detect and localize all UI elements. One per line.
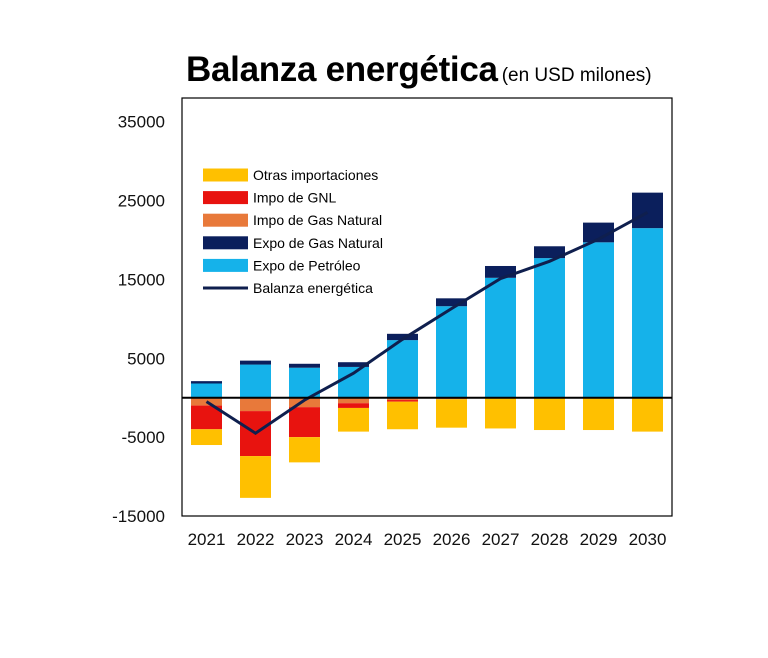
x-tick-label: 2026 <box>433 530 471 549</box>
legend-label: Impo de GNL <box>253 190 336 206</box>
bar-impo-de-gnl-2021 <box>191 405 222 430</box>
bar-otras-importaciones-2022 <box>240 456 271 498</box>
bar-expo-de-petr-leo-2029 <box>583 242 614 398</box>
bar-otras-importaciones-2028 <box>534 398 565 431</box>
x-tick-label: 2029 <box>580 530 618 549</box>
legend-swatch <box>203 236 248 250</box>
bar-expo-de-petr-leo-2027 <box>485 277 516 398</box>
bar-otras-importaciones-2026 <box>436 399 467 428</box>
bar-expo-de-petr-leo-2023 <box>289 367 320 398</box>
x-tick-label: 2022 <box>237 530 275 549</box>
x-tick-label: 2028 <box>531 530 569 549</box>
bar-expo-de-gas-natural-2028 <box>534 246 565 259</box>
bar-impo-de-gnl-2025 <box>387 400 418 402</box>
legend-swatch <box>203 191 248 205</box>
x-tick-label: 2024 <box>335 530 373 549</box>
bar-expo-de-petr-leo-2026 <box>436 306 467 398</box>
bar-expo-de-petr-leo-2022 <box>240 364 271 398</box>
bars-layer <box>191 192 663 498</box>
bar-expo-de-gas-natural-2025 <box>387 333 418 341</box>
bar-otras-importaciones-2025 <box>387 401 418 430</box>
bar-otras-importaciones-2023 <box>289 437 320 463</box>
chart-title-block: Balanza energética (en USD milones) <box>186 50 652 90</box>
y-tick-label: -5000 <box>122 428 165 447</box>
bar-expo-de-gas-natural-2021 <box>191 381 222 384</box>
legend-label: Expo de Gas Natural <box>253 235 383 251</box>
x-tick-label: 2023 <box>286 530 324 549</box>
y-axis-ticks: 35000 25000 15000 5000 -5000 -15000 <box>112 113 165 526</box>
bar-expo-de-gas-natural-2027 <box>485 265 516 278</box>
legend-label: Expo de Petróleo <box>253 257 361 273</box>
bar-expo-de-gas-natural-2030 <box>632 192 663 229</box>
bar-otras-importaciones-2027 <box>485 398 516 429</box>
bar-otras-importaciones-2030 <box>632 398 663 432</box>
y-tick-label: 25000 <box>118 192 165 211</box>
bar-expo-de-gas-natural-2022 <box>240 360 271 365</box>
line-layer <box>205 211 649 435</box>
y-tick-label: 15000 <box>118 270 165 289</box>
legend-swatch <box>203 213 248 227</box>
bar-impo-de-gas-natural-2025 <box>387 397 418 401</box>
y-tick-label: -15000 <box>112 507 165 526</box>
legend-label: Otras importaciones <box>253 167 378 183</box>
bar-expo-de-petr-leo-2030 <box>632 228 663 398</box>
bar-expo-de-gas-natural-2026 <box>436 298 467 307</box>
legend: Otras importaciones Impo de GNL Impo de Ga… <box>203 167 383 296</box>
legend-label: Impo de Gas Natural <box>253 212 382 228</box>
plot-frame <box>181 97 673 517</box>
bar-expo-de-petr-leo-2025 <box>387 340 418 398</box>
bar-otras-importaciones-2029 <box>583 398 614 431</box>
y-tick-label: 5000 <box>127 349 165 368</box>
bar-otras-importaciones-2021 <box>191 429 222 446</box>
chart-title: Balanza energética <box>186 50 498 89</box>
bar-otras-importaciones-2024 <box>338 407 369 432</box>
chart-subtitle: (en USD milones) <box>501 65 652 86</box>
y-tick-label: 35000 <box>118 113 165 132</box>
legend-swatch <box>203 168 248 182</box>
x-tick-label: 2027 <box>482 530 520 549</box>
bar-expo-de-gas-natural-2023 <box>289 363 320 368</box>
bar-expo-de-petr-leo-2028 <box>534 258 565 398</box>
legend-label: Balanza energética <box>253 280 373 296</box>
legend-swatch <box>203 258 248 272</box>
x-tick-label: 2030 <box>629 530 667 549</box>
bar-expo-de-petr-leo-2021 <box>191 383 222 398</box>
bar-expo-de-gas-natural-2029 <box>583 222 614 243</box>
x-tick-label: 2021 <box>188 530 226 549</box>
bar-impo-de-gnl-2023 <box>289 407 320 438</box>
x-tick-label: 2025 <box>384 530 422 549</box>
bar-impo-de-gas-natural-2024 <box>338 397 369 404</box>
x-axis-ticks: 2021 2022 2023 2024 2025 2026 2027 2028 2029 2030 <box>188 530 667 549</box>
bar-impo-de-gas-natural-2022 <box>240 397 271 412</box>
bar-expo-de-gas-natural-2024 <box>338 362 369 367</box>
balanza-energetica-line <box>205 211 649 435</box>
bar-impo-de-gnl-2024 <box>338 403 369 408</box>
bar-impo-de-gas-natural-2023 <box>289 397 320 408</box>
